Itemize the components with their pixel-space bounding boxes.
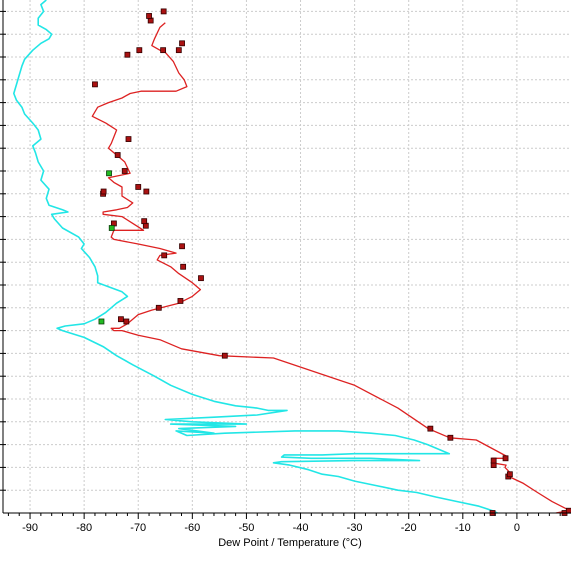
data-point-marker xyxy=(502,455,509,462)
x-tick-label: -10 xyxy=(455,522,471,534)
data-point-marker xyxy=(221,352,228,359)
data-point-marker xyxy=(135,184,142,190)
x-tick-label: -80 xyxy=(76,522,92,534)
data-point-marker xyxy=(490,457,497,464)
data-point-marker xyxy=(100,188,107,195)
data-point-marker xyxy=(565,507,571,514)
highlighted-data-point-marker xyxy=(98,318,105,325)
data-point-marker xyxy=(179,243,185,250)
data-point-marker xyxy=(198,275,204,282)
highlighted-data-point-marker xyxy=(106,170,112,177)
data-point-marker xyxy=(92,81,98,88)
x-axis-title: Dew Point / Temperature (°C) xyxy=(218,537,362,549)
data-point-marker xyxy=(506,471,513,478)
data-point-marker xyxy=(136,47,143,54)
data-point-marker xyxy=(143,188,150,195)
data-point-marker xyxy=(177,298,184,304)
x-tick-label: -30 xyxy=(347,522,363,534)
highlighted-data-point-marker xyxy=(108,225,115,231)
data-point-marker xyxy=(447,434,454,441)
data-point-marker xyxy=(121,168,128,174)
x-tick-label: -90 xyxy=(22,522,38,534)
data-point-marker xyxy=(427,425,434,432)
data-point-marker xyxy=(175,47,182,54)
x-tick-label: -40 xyxy=(293,522,309,534)
data-point-marker xyxy=(160,47,167,54)
series-layer xyxy=(13,0,570,514)
x-tick-label: -60 xyxy=(184,522,200,534)
data-point-marker xyxy=(180,263,187,270)
x-tick-label: -50 xyxy=(238,522,254,534)
data-point-marker xyxy=(124,51,131,58)
data-point-marker xyxy=(125,136,132,142)
grid-layer xyxy=(3,0,571,513)
data-point-marker xyxy=(155,304,162,311)
data-point-marker xyxy=(141,218,148,225)
x-tick-label: -70 xyxy=(130,522,146,534)
data-point-marker xyxy=(161,252,168,259)
data-point-marker xyxy=(146,13,152,19)
data-point-marker xyxy=(179,40,185,47)
data-point-marker xyxy=(118,316,124,323)
data-point-marker xyxy=(123,318,130,325)
x-tick-label: -20 xyxy=(401,522,417,534)
x-tick-label: 0 xyxy=(514,522,520,534)
series-line-dew_point xyxy=(13,0,498,514)
marker-layer xyxy=(92,8,571,516)
data-point-marker xyxy=(114,152,121,158)
series-line-temperature xyxy=(91,22,570,514)
data-point-marker xyxy=(160,8,167,15)
axis-layer: -90 -80 -70 -60 -50 -40 -30 -20 -10 0 xyxy=(0,0,571,534)
